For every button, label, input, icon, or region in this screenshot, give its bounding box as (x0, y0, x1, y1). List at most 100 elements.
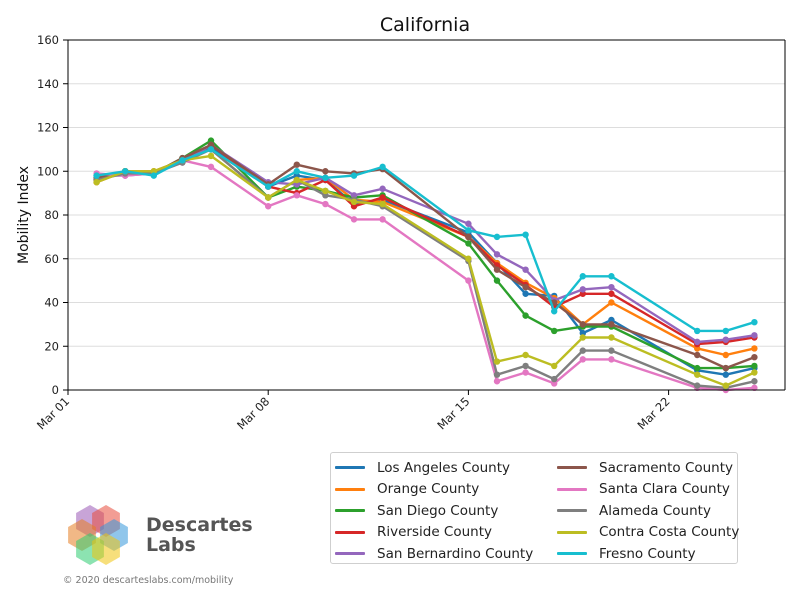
legend-label: Alameda County (599, 502, 711, 519)
data-point (493, 277, 501, 284)
series-orange-county (93, 146, 758, 359)
data-point (551, 362, 558, 370)
data-point (522, 283, 529, 291)
data-point (608, 356, 615, 363)
legend-item: Los Angeles County (335, 457, 533, 479)
data-point (694, 338, 701, 346)
data-point (522, 362, 529, 370)
y-tick-label: 20 (44, 339, 59, 353)
data-point (322, 192, 329, 199)
data-point (694, 382, 701, 389)
data-point (608, 299, 615, 306)
legend-item: San Diego County (335, 500, 533, 522)
data-point (751, 384, 758, 392)
series-los-angeles-county (93, 143, 758, 378)
data-point (608, 283, 615, 291)
data-point (207, 146, 215, 153)
data-point (265, 194, 272, 201)
data-point (694, 345, 701, 352)
data-point (465, 220, 472, 227)
legend-swatch (557, 530, 587, 534)
data-point (350, 172, 358, 179)
legend-item: Alameda County (557, 500, 739, 522)
data-point (265, 183, 272, 190)
series-layer (93, 137, 758, 394)
data-point (722, 336, 729, 343)
series-alameda-county (93, 146, 758, 392)
data-point (350, 216, 358, 223)
data-point (522, 266, 529, 273)
logo-wordmark: Descartes Labs (146, 515, 253, 555)
data-point (608, 347, 615, 354)
data-point (751, 353, 758, 361)
data-point (608, 290, 615, 297)
x-tick-label: Mar 15 (434, 394, 472, 432)
data-point (322, 187, 329, 195)
y-tick-label: 0 (52, 383, 59, 397)
data-point (608, 321, 615, 328)
descartes-labs-logo: Descartes Labs (66, 503, 253, 569)
series-line (96, 148, 755, 333)
data-point (350, 192, 358, 199)
data-point (122, 168, 129, 175)
y-tick-label: 160 (37, 33, 59, 47)
series-san-bernardino-county (93, 141, 758, 346)
data-point (694, 327, 701, 335)
data-point (608, 273, 615, 280)
data-point (493, 233, 501, 241)
x-tick-label: Mar 22 (635, 394, 673, 432)
data-point (493, 266, 501, 273)
data-point (722, 382, 729, 389)
data-point (322, 174, 329, 182)
data-point (493, 371, 501, 378)
data-point (207, 141, 215, 149)
data-point (322, 168, 329, 175)
data-point (579, 290, 586, 297)
legend-swatch (557, 552, 587, 556)
data-point (93, 172, 100, 179)
legend-label: Los Angeles County (377, 459, 510, 476)
data-point (751, 332, 758, 339)
series-line (96, 154, 755, 387)
legend-label: Sacramento County (599, 459, 734, 476)
legend-item: Sacramento County (557, 457, 739, 479)
data-point (694, 364, 701, 372)
data-point (465, 227, 472, 234)
y-tick-label: 40 (44, 296, 59, 310)
legend-item: Contra Costa County (557, 522, 739, 544)
legend-item: Orange County (335, 479, 533, 501)
data-point (465, 233, 472, 241)
logo-line-1: Descartes (146, 514, 253, 536)
data-point (722, 371, 729, 378)
data-point (207, 152, 215, 160)
series-line (96, 143, 755, 344)
legend-label: San Bernardino County (377, 545, 534, 562)
legend-item: Riverside County (335, 522, 533, 544)
data-point (522, 290, 529, 297)
legend-item: Fresno County (557, 543, 739, 565)
data-point (579, 273, 586, 280)
data-point (207, 163, 215, 171)
series-line (96, 143, 755, 370)
data-point (493, 358, 501, 365)
series-line (96, 148, 755, 357)
series-line (96, 148, 755, 389)
data-point (608, 334, 615, 341)
axes: 0 20 40 60 80 100 120 140 160 Mar 01 Mar 08 Mar 15 M… (34, 33, 786, 432)
y-tick-label: 120 (37, 121, 59, 135)
data-point (379, 200, 386, 208)
data-point (694, 351, 701, 359)
data-point (751, 378, 758, 385)
legend-item: Santa Clara County (557, 479, 739, 501)
data-point (522, 312, 529, 319)
data-point (551, 327, 558, 335)
data-point (608, 316, 615, 324)
y-tick-label: 80 (44, 208, 59, 222)
data-point (93, 178, 100, 186)
data-point (350, 203, 358, 210)
data-point (722, 327, 729, 335)
data-point (465, 240, 472, 247)
data-point (551, 308, 558, 315)
data-point (579, 286, 586, 293)
data-point (265, 203, 272, 210)
